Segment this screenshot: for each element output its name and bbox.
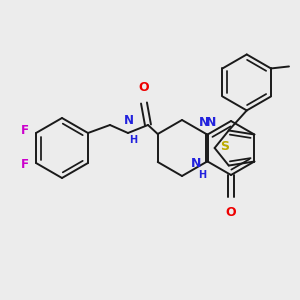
- Text: H: H: [129, 135, 137, 145]
- Text: H: H: [199, 169, 207, 179]
- Text: O: O: [139, 81, 149, 94]
- Text: N: N: [190, 157, 201, 170]
- Text: O: O: [226, 206, 236, 219]
- Text: N: N: [198, 116, 209, 128]
- Text: N: N: [124, 114, 134, 127]
- Text: S: S: [220, 140, 229, 154]
- Text: F: F: [21, 124, 29, 137]
- Text: N: N: [206, 116, 216, 129]
- Text: F: F: [21, 158, 29, 172]
